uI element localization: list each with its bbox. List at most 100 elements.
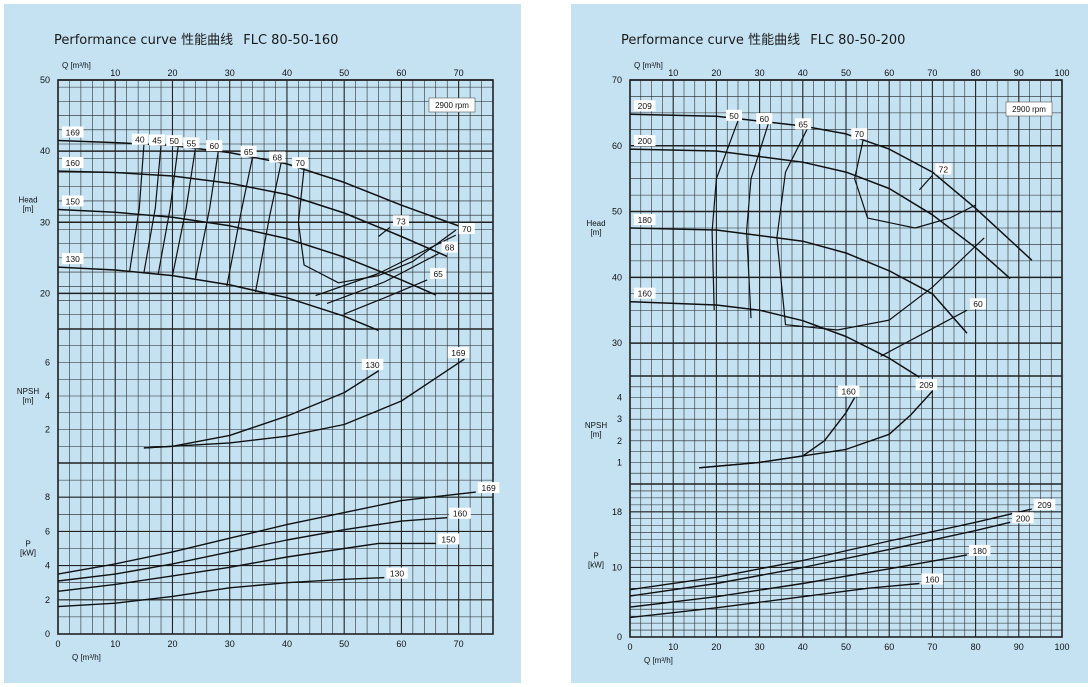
power-curve-label: 200 <box>1016 513 1030 523</box>
efficiency-curve-40 <box>128 144 145 273</box>
efficiency-curve-label: 50 <box>729 111 739 121</box>
head-y-tick-label: 20 <box>40 288 50 298</box>
efficiency-curve-label: 65 <box>433 269 443 279</box>
efficiency-curve-label: 72 <box>939 164 949 174</box>
head-curve-label: 200 <box>638 136 652 146</box>
x-tick-label-bottom: 60 <box>884 642 894 652</box>
x-tick-label-bottom: 30 <box>755 642 765 652</box>
chart-title: Performance curve 性能曲线 FLC 80-50-200 <box>621 29 905 48</box>
efficiency-curve-label: 70 <box>295 158 305 168</box>
power-curve-label-bg <box>477 482 500 494</box>
efficiency-curve-72 <box>918 174 933 191</box>
npsh-curve-209 <box>699 390 933 469</box>
efficiency-curve-60 <box>194 151 219 280</box>
power-curve-160 <box>629 582 920 619</box>
x-tick-label-bottom: 70 <box>454 639 464 649</box>
x-tick-label-bottom: 0 <box>55 639 60 649</box>
efficiency-curve-65 <box>776 129 985 331</box>
head-y-tick-label: 70 <box>612 75 622 85</box>
efficiency-curve-label: 68 <box>272 153 282 163</box>
x-axis-label-bottom: Q [m³/h] <box>72 653 101 662</box>
head-curve-label-bg <box>634 214 656 225</box>
head-curve-label-bg <box>634 135 656 147</box>
efficiency-curve-label-bg <box>206 140 223 152</box>
npsh-curve-label: 169 <box>451 348 465 358</box>
x-tick-label-top: 90 <box>1014 68 1024 78</box>
power-curve-150 <box>57 542 436 592</box>
npsh-y-tick-label: 3 <box>617 414 622 424</box>
head-curve-label-bg <box>62 253 84 265</box>
power-axis-unit: [kW] <box>588 561 604 570</box>
efficiency-curve-70 <box>854 139 976 229</box>
npsh-curve-label: 209 <box>919 380 933 390</box>
head-curve-160 <box>629 300 920 378</box>
npsh-curve-label: 160 <box>842 387 856 397</box>
power-curve-label-bg <box>921 573 943 585</box>
x-tick-label-bottom: 70 <box>927 642 937 652</box>
power-curve-label: 180 <box>973 546 987 556</box>
npsh-axis-label: NPSH <box>17 387 39 396</box>
power-curve-label: 169 <box>481 483 495 493</box>
npsh-axis-label: NPSH <box>585 421 607 430</box>
head-y-tick-label: 30 <box>612 338 622 348</box>
x-tick-label-bottom: 20 <box>711 642 721 652</box>
efficiency-curve-label-bg <box>240 145 257 157</box>
power-y-tick-label: 0 <box>45 629 50 639</box>
npsh-curve-label: 130 <box>365 360 379 370</box>
efficiency-curve-73 <box>378 226 391 237</box>
x-tick-label-bottom: 0 <box>627 642 632 652</box>
x-tick-label-top: 50 <box>841 68 851 78</box>
speed-badge-box <box>428 97 476 113</box>
head-curve-label-bg <box>62 126 84 138</box>
power-y-tick-label: 6 <box>45 526 50 536</box>
power-curve-label: 130 <box>390 569 404 579</box>
efficiency-curve-label-bg <box>269 151 286 163</box>
x-tick-label-top: 30 <box>755 68 765 78</box>
npsh-y-tick-label: 2 <box>45 425 50 435</box>
efficiency-curve-label-bg <box>292 157 309 169</box>
x-tick-label-top: 30 <box>225 68 235 78</box>
head-axis-unit: [m] <box>22 205 33 214</box>
head-curve-label: 209 <box>638 101 652 111</box>
head-y-tick-label: 60 <box>612 141 622 151</box>
power-y-tick-label: 18 <box>612 507 622 517</box>
speed-badge-box <box>1005 101 1053 117</box>
x-axis-label-top: Q [m³/h] <box>62 61 91 70</box>
efficiency-curve-label-bg <box>795 118 812 130</box>
npsh-curve-label-bg <box>915 379 938 391</box>
power-curve-160 <box>57 517 448 582</box>
head-axis-unit: [m] <box>590 228 601 237</box>
npsh-curve-label-bg <box>447 347 470 359</box>
x-tick-label-top: 40 <box>282 68 292 78</box>
efficiency-curve-70 <box>297 168 457 284</box>
efficiency-curve-label-bg <box>166 135 183 147</box>
efficiency-curve-label-bg <box>969 298 986 310</box>
head-curve-160 <box>57 170 448 258</box>
speed-badge: 2900 rpm <box>428 97 476 113</box>
head-curve-label-bg <box>62 157 84 169</box>
power-axis-label: P <box>25 540 30 549</box>
efficiency-curve-label-bg <box>756 113 773 125</box>
efficiency-curve-label-bg <box>131 133 148 145</box>
efficiency-curve-label: 68 <box>445 243 455 253</box>
efficiency-curve-label-bg <box>430 267 447 279</box>
x-tick-label-bottom: 10 <box>668 642 678 652</box>
x-axis-label-top: Q [m³/h] <box>634 61 663 70</box>
power-y-tick-label: 8 <box>45 492 50 502</box>
x-tick-label-bottom: 40 <box>798 642 808 652</box>
chart-panel-flc-80-50-160: Performance curve 性能曲线 FLC 80-50-160 0 10… <box>4 4 521 683</box>
plot-border <box>57 79 494 635</box>
efficiency-curve-label: 60 <box>210 141 220 151</box>
power-curve-label: 160 <box>453 509 467 519</box>
efficiency-curve-label: 45 <box>152 135 162 145</box>
x-tick-label-top: 10 <box>110 68 120 78</box>
x-axis-label-bottom: Q [m³/h] <box>644 656 673 665</box>
power-curve-label-bg <box>968 544 991 556</box>
power-curve-label-bg <box>1012 512 1034 524</box>
efficiency-curve-label: 50 <box>169 136 179 146</box>
efficiency-curve-label: 70 <box>462 224 472 234</box>
x-tick-label-bottom: 100 <box>1054 642 1069 652</box>
x-tick-label-top: 40 <box>798 68 808 78</box>
power-curve-200 <box>629 521 1011 597</box>
npsh-axis-unit: [m] <box>22 396 33 405</box>
